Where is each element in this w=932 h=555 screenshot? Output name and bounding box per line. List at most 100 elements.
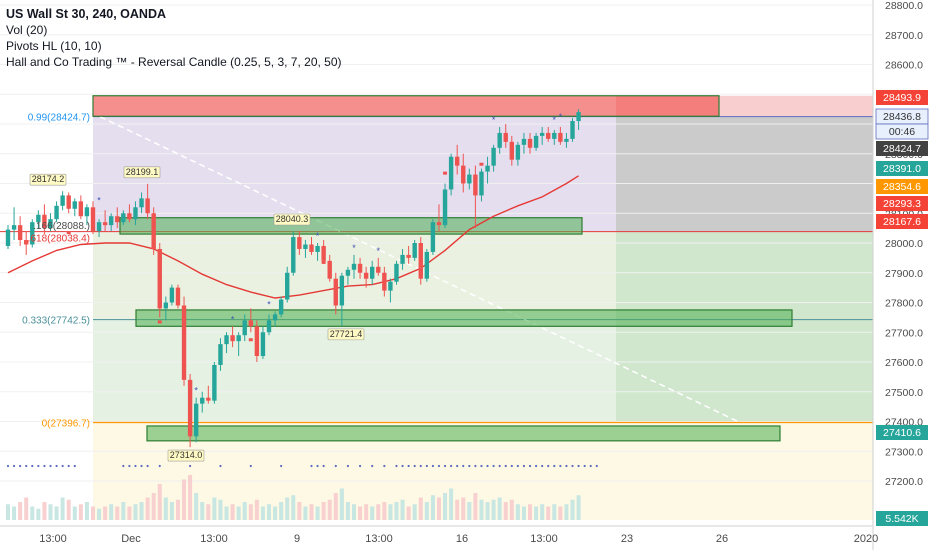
volume-bar	[540, 504, 545, 520]
candle-body	[127, 213, 132, 220]
candle-body	[321, 245, 326, 261]
volume-bar	[236, 506, 241, 520]
pivot-dot	[468, 464, 471, 468]
price-badge-text: 28354.6	[883, 181, 921, 193]
volume-bar	[12, 506, 17, 520]
volume-bar	[54, 506, 59, 520]
candle	[333, 272, 338, 315]
reversal-star-marker: *	[559, 112, 563, 122]
candle	[266, 314, 272, 336]
candle-body	[430, 222, 436, 252]
volume-bar	[291, 495, 296, 520]
candle-body	[546, 132, 551, 139]
pivot-label: 28199.1	[123, 166, 161, 179]
reversal-dot-marker	[248, 338, 253, 342]
pivot-dot	[383, 464, 386, 468]
candle	[351, 254, 357, 279]
volume-bar	[48, 504, 53, 520]
candle-body	[272, 314, 278, 321]
pivot-dot	[486, 464, 489, 468]
volume-indicator-label[interactable]: Vol (20)	[6, 23, 48, 37]
volume-bar	[188, 475, 193, 520]
candle-body	[96, 222, 102, 232]
candle-body	[406, 254, 411, 258]
candle	[406, 245, 411, 264]
candle	[90, 201, 96, 235]
candle-body	[72, 201, 77, 209]
time-tick-label: 23	[621, 533, 633, 545]
price-badge-text: 28493.9	[883, 92, 921, 104]
fib-label: 0.99(28424.7)	[28, 113, 90, 124]
volume-bar	[564, 504, 569, 520]
volume-bar	[169, 502, 174, 520]
candle-body	[236, 335, 241, 342]
pivot-dot	[43, 464, 46, 468]
candle	[169, 284, 175, 306]
volume-bar	[528, 504, 533, 520]
time-tick-label: Dec	[121, 533, 141, 545]
candle	[382, 266, 387, 297]
candle	[127, 204, 132, 223]
candle	[521, 132, 527, 154]
pivot-dot	[522, 464, 526, 468]
pivot-dot	[67, 464, 70, 468]
pivot-dot	[534, 464, 538, 468]
price-badge-box	[876, 179, 928, 194]
pivots-indicator-label[interactable]: Pivots HL (10, 10)	[6, 39, 102, 53]
candle-body	[200, 397, 205, 404]
pivot-dot	[571, 464, 574, 468]
volume-bar	[182, 479, 187, 520]
candle-body	[509, 141, 515, 160]
pivot-dot	[316, 464, 319, 468]
price-badge-box	[876, 511, 928, 526]
symbol-title[interactable]: US Wall St 30, 240, OANDA	[6, 7, 166, 21]
price-badge: 28391.0	[876, 161, 928, 176]
pivot-label-text: 27314.0	[170, 450, 203, 460]
candle	[527, 132, 533, 154]
candle-body	[11, 225, 17, 230]
candle-body	[24, 240, 29, 245]
volume-bar	[115, 506, 120, 520]
candle	[248, 308, 253, 333]
price-badge-text: 28391.0	[883, 163, 921, 175]
volume-bar	[24, 497, 29, 520]
pivot-dot	[25, 464, 28, 468]
volume-bar	[455, 499, 460, 520]
candle	[394, 260, 399, 285]
volume-bar	[370, 506, 375, 520]
price-tick-label: 28000.0	[885, 238, 923, 250]
volume-bar	[497, 497, 502, 520]
candle-body	[285, 272, 290, 300]
reversal-star-marker: *	[231, 314, 235, 324]
pivot-dot	[443, 464, 447, 468]
pivot-dot	[510, 464, 513, 468]
volume-bar	[206, 504, 211, 520]
volume-bar	[273, 506, 278, 520]
candle-body	[193, 403, 199, 437]
candle	[461, 153, 466, 193]
candle	[157, 243, 162, 318]
candle-body	[576, 112, 581, 122]
pivot-dot	[456, 464, 459, 468]
price-badge-text: 27410.6	[883, 427, 921, 439]
pivot-label-box	[327, 328, 365, 341]
candle-body	[436, 222, 442, 226]
volume-bar	[473, 493, 478, 520]
candle-body	[266, 320, 272, 333]
candle-body	[218, 344, 223, 365]
pivot-dot	[49, 464, 52, 468]
candle-body	[503, 132, 508, 142]
pivot-dot	[189, 464, 192, 468]
reversal-indicator-label[interactable]: Hall and Co Trading ™ - Reversal Candle …	[6, 55, 342, 69]
candle-body	[181, 305, 187, 380]
reversal-star-marker: *	[97, 195, 101, 205]
candle-body	[291, 237, 296, 273]
candle-body	[133, 207, 138, 220]
reversal-star-marker: *	[316, 231, 320, 241]
candle	[66, 192, 71, 214]
projection-green-area	[616, 231, 873, 423]
volume-bar	[485, 502, 490, 520]
volume-bar	[424, 502, 429, 520]
